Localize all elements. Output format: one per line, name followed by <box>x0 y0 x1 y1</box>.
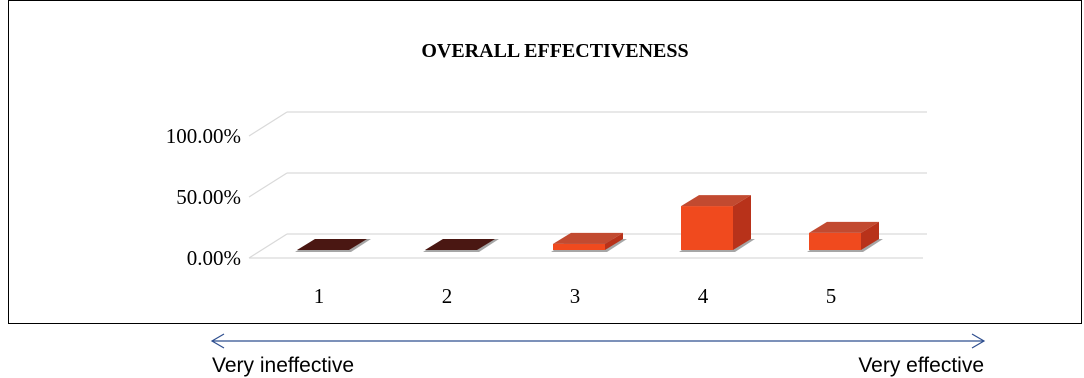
y-tick-label-0: 0.00% <box>187 246 241 270</box>
bar-5 <box>807 221 883 252</box>
x-tick-label-3: 3 <box>570 284 581 308</box>
chart-frame: OVERALL EFFECTIVENESS 0.00% 50.00% 100.00%… <box>8 0 1082 324</box>
bar-1 <box>295 239 371 252</box>
bar-chart: OVERALL EFFECTIVENESS 0.00% 50.00% 100.00%… <box>166 40 927 308</box>
scale-left-label: Very ineffective <box>212 354 354 377</box>
y-tick-label-2: 100.00% <box>166 124 241 148</box>
y-tick-label-1: 50.00% <box>176 185 241 209</box>
double-arrow-icon <box>210 333 986 349</box>
chart-title: OVERALL EFFECTIVENESS <box>421 40 688 62</box>
bar-4 <box>679 195 755 252</box>
x-tick-label-5: 5 <box>826 284 837 308</box>
x-tick-label-4: 4 <box>698 284 709 308</box>
y-axis-tick-labels: 0.00% 50.00% 100.00% <box>166 124 241 270</box>
bars <box>295 195 883 252</box>
effectiveness-scale: Very ineffective Very effective <box>210 333 986 377</box>
bar-3 <box>551 232 627 252</box>
x-tick-label-2: 2 <box>442 284 453 308</box>
scale-right-label: Very effective <box>858 354 984 377</box>
gridline-2 <box>248 111 927 137</box>
x-tick-label-1: 1 <box>314 284 325 308</box>
gridline-1 <box>248 172 927 198</box>
x-axis-tick-labels: 1 2 3 4 5 <box>314 284 837 308</box>
bar-2 <box>423 239 499 252</box>
